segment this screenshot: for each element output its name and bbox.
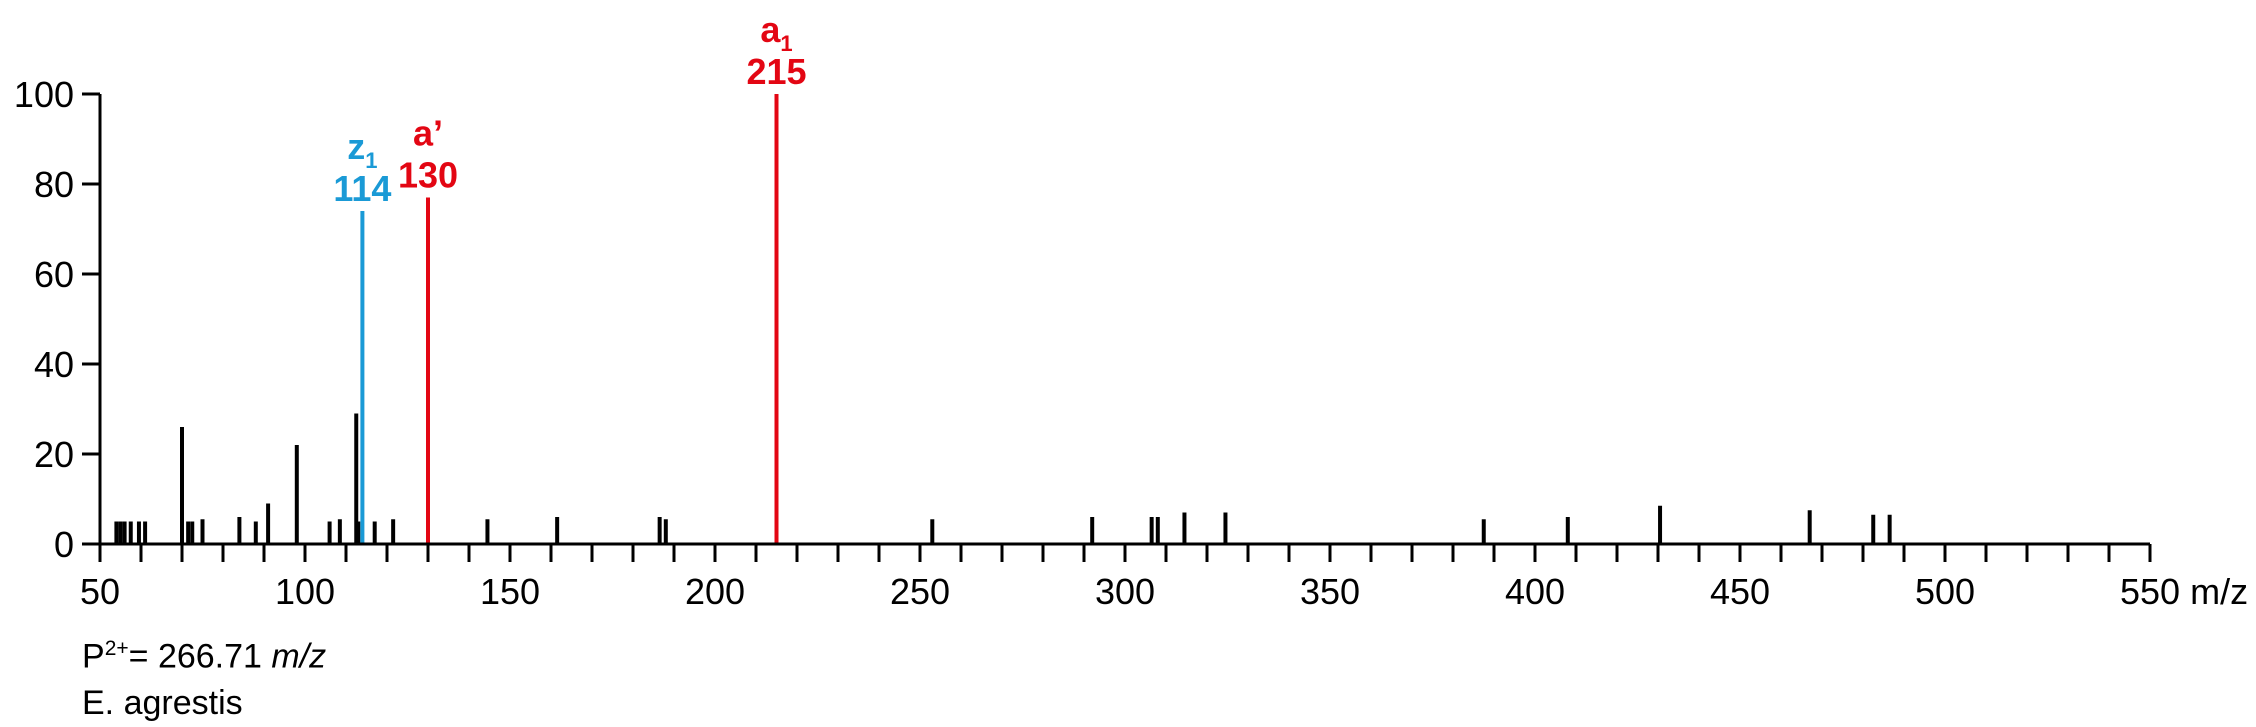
precursor-value: = 266.71: [128, 637, 272, 676]
x-tick-label: 300: [1095, 571, 1155, 612]
x-tick-label: 350: [1300, 571, 1360, 612]
x-tick-label: 550 m/z: [2120, 571, 2248, 612]
y-tick-label: 0: [54, 524, 74, 565]
x-tick-label: 450: [1710, 571, 1770, 612]
precursor-charge: 2+: [104, 637, 129, 660]
precursor-line: P2+= 266.71 m/z: [82, 625, 326, 680]
x-tick-label: 200: [685, 571, 745, 612]
ion-mz-label: 130: [398, 155, 458, 196]
y-tick-label: 80: [34, 164, 74, 205]
x-axis: 50 100 150 200 250 300 350 400 450 500 550 m/z: [80, 542, 2248, 612]
y-axis: 0 20 40 60 80 100: [14, 74, 102, 565]
species-label: E. agrestis: [82, 684, 243, 723]
ion-subscript: 1: [780, 31, 792, 56]
x-axis-unit: m/z: [2180, 571, 2248, 612]
y-tick-label: 40: [34, 344, 74, 385]
ion-mz-label: 114: [333, 168, 391, 209]
y-tick-label: 20: [34, 434, 74, 475]
y-tick-label: 60: [34, 254, 74, 295]
x-tick-label: 500: [1915, 571, 1975, 612]
peak-group: [114, 94, 1892, 544]
ion-name-label: a’: [413, 113, 443, 154]
x-tick-label: 50: [80, 571, 120, 612]
ion-mz-label: 215: [746, 51, 806, 92]
spectrum-footer: P2+= 266.71 m/z E. agrestis: [82, 625, 326, 727]
x-tick-label: 400: [1505, 571, 1565, 612]
x-tick-label: 150: [480, 571, 540, 612]
precursor-prefix: P: [82, 637, 105, 676]
x-tick-label: 100: [275, 571, 335, 612]
ion-name-label: z1: [347, 126, 377, 173]
ion-name-label: a1: [760, 9, 792, 56]
y-tick-label: 100: [14, 74, 74, 115]
ion-subscript: 1: [365, 148, 377, 173]
x-tick-label: 250: [890, 571, 950, 612]
precursor-unit: m/z: [271, 637, 327, 676]
